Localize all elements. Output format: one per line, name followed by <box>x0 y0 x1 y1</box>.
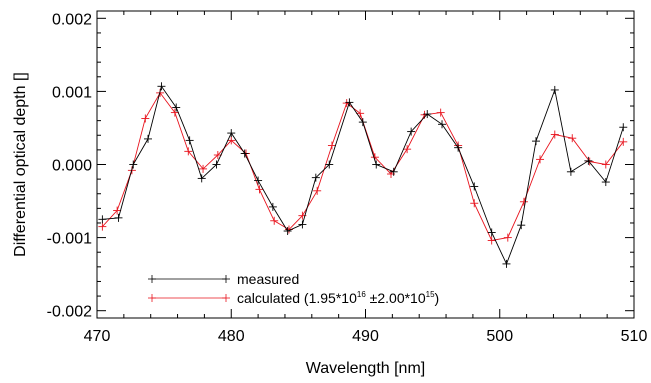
data-point-calculated <box>170 108 179 117</box>
data-point-calculated <box>601 160 610 169</box>
data-point-measured <box>584 156 593 165</box>
data-point-calculated <box>503 233 512 242</box>
series-layer <box>98 82 628 268</box>
data-point-calculated <box>184 147 193 156</box>
data-point-measured <box>172 103 181 112</box>
data-point-measured <box>372 160 381 169</box>
data-point-measured <box>619 123 628 132</box>
data-point-calculated <box>255 185 264 194</box>
data-point-calculated <box>141 114 150 123</box>
data-point-calculated <box>199 164 208 173</box>
data-point-measured <box>345 98 354 107</box>
data-point-measured <box>531 137 540 146</box>
data-point-measured <box>283 227 292 236</box>
y-tick-label: 0.001 <box>52 84 92 101</box>
data-point-measured <box>325 160 334 169</box>
data-point-calculated <box>327 141 336 150</box>
data-point-calculated <box>550 130 559 139</box>
data-point-measured <box>197 174 206 183</box>
x-tick-label: 470 <box>84 328 111 345</box>
data-point-calculated <box>436 108 445 117</box>
data-point-measured <box>407 127 416 136</box>
data-point-calculated <box>113 206 122 215</box>
data-point-measured <box>566 167 575 176</box>
data-point-measured <box>454 143 463 152</box>
y-axis-label: Differential optical depth [] <box>12 72 29 257</box>
data-point-calculated <box>487 236 496 245</box>
data-point-measured <box>601 178 610 187</box>
legend: measured calculated (1.95*1016 ±2.00*101… <box>148 271 439 306</box>
data-point-calculated <box>98 222 107 231</box>
data-point-measured <box>212 160 221 169</box>
data-point-measured <box>268 202 277 211</box>
data-point-measured <box>358 118 367 127</box>
data-point-calculated <box>536 155 545 164</box>
legend-label-calculated: calculated (1.95*1016 ±2.00*1015) <box>237 290 439 306</box>
plot-frame <box>96 10 635 319</box>
data-point-calculated <box>227 136 236 145</box>
x-axis-label: Wavelength [nm] <box>306 360 425 377</box>
data-point-measured <box>389 167 398 176</box>
data-point-measured <box>517 221 526 230</box>
data-point-measured <box>129 160 138 169</box>
data-point-calculated <box>519 197 528 206</box>
data-point-measured <box>240 149 249 158</box>
data-point-measured <box>157 82 166 91</box>
data-point-measured <box>144 134 153 143</box>
data-point-measured <box>185 136 194 145</box>
data-point-calculated <box>313 186 322 195</box>
data-point-measured <box>114 213 123 222</box>
legend-label-measured: measured <box>237 271 299 287</box>
data-point-calculated <box>270 216 279 225</box>
data-point-measured <box>298 220 307 229</box>
x-tick-label: 510 <box>621 328 648 345</box>
data-point-calculated <box>403 145 412 154</box>
x-tick-label: 490 <box>352 328 379 345</box>
data-point-measured <box>502 259 511 268</box>
data-point-measured <box>227 129 236 138</box>
y-tick-label: -0.001 <box>47 231 92 248</box>
data-point-calculated <box>470 199 479 208</box>
series-measured <box>98 82 628 268</box>
x-tick-label: 480 <box>218 328 245 345</box>
data-point-calculated <box>356 109 365 118</box>
data-point-measured <box>550 85 559 94</box>
data-point-calculated <box>568 134 577 143</box>
data-point-measured <box>311 173 320 182</box>
data-point-measured <box>98 215 107 224</box>
y-tick-label: 0.002 <box>52 11 92 28</box>
data-point-measured <box>438 120 447 129</box>
data-point-measured <box>470 182 479 191</box>
y-tick-label: 0.000 <box>52 158 92 175</box>
data-point-calculated <box>619 137 628 146</box>
y-tick-label: -0.002 <box>47 304 92 321</box>
data-point-measured <box>254 176 263 185</box>
data-point-measured <box>423 110 432 119</box>
data-point-measured <box>487 228 496 237</box>
x-tick-label: 500 <box>486 328 513 345</box>
axes-layer: 470 480 490 500 510 -0.002 -0.001 0.000 0.001 0.0… <box>47 11 648 345</box>
